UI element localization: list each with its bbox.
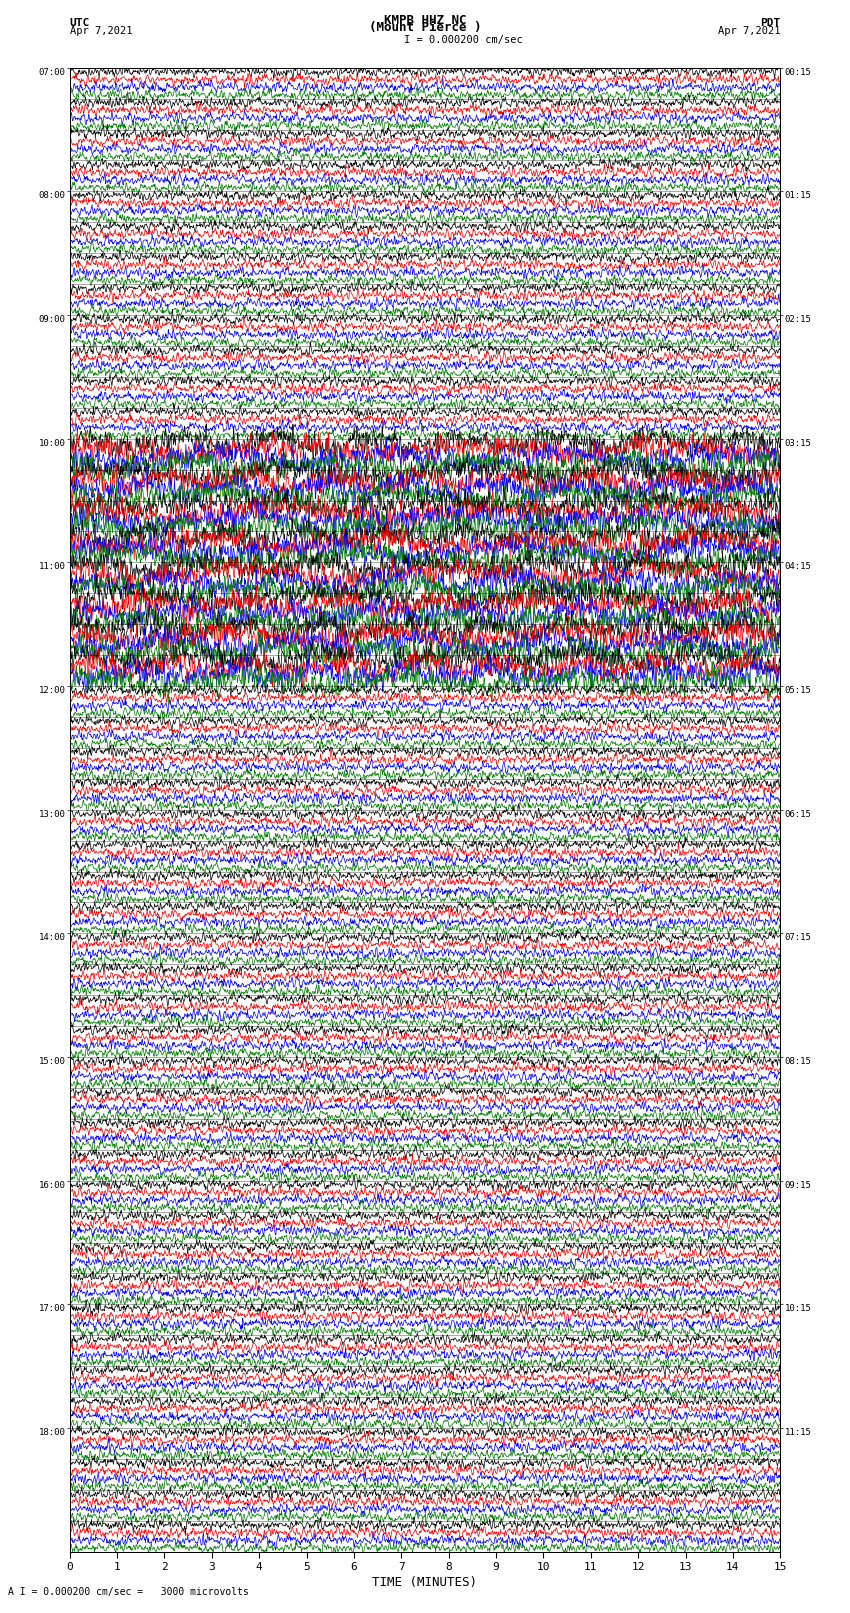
Text: KMPB HHZ NC: KMPB HHZ NC	[383, 13, 467, 27]
Text: Apr 7,2021: Apr 7,2021	[717, 26, 780, 35]
Text: A I = 0.000200 cm/sec =   3000 microvolts: A I = 0.000200 cm/sec = 3000 microvolts	[8, 1587, 249, 1597]
Text: I = 0.000200 cm/sec: I = 0.000200 cm/sec	[404, 35, 523, 45]
Text: UTC: UTC	[70, 18, 90, 27]
Text: Apr 7,2021: Apr 7,2021	[70, 26, 133, 35]
X-axis label: TIME (MINUTES): TIME (MINUTES)	[372, 1576, 478, 1589]
Text: (Mount Pierce ): (Mount Pierce )	[369, 21, 481, 34]
Text: PDT: PDT	[760, 18, 780, 27]
